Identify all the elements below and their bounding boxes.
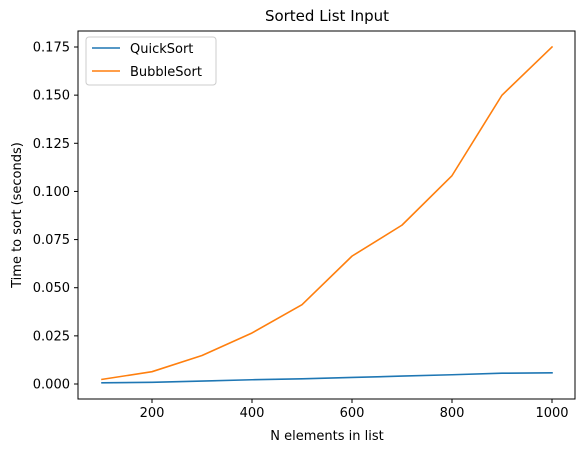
x-tick-label: 200 (140, 406, 165, 421)
y-axis-ticks: 0.000 0.025 0.050 0.075 0.100 0.125 0.150 0.175 (33, 41, 78, 393)
x-tick-label: 600 (340, 406, 365, 421)
y-tick-label: 0.175 (33, 41, 70, 56)
y-tick-label: 0.050 (33, 281, 70, 296)
y-tick-label: 0.125 (33, 137, 70, 152)
series-line-quicksort (101, 372, 553, 384)
x-tick-label: 800 (440, 406, 465, 421)
legend: QuickSort BubbleSort (85, 36, 217, 86)
x-axis-ticks: 200 400 600 800 1000 (140, 399, 569, 421)
x-tick-label: 400 (240, 406, 265, 421)
y-axis-label: Time to sort (seconds) (10, 142, 25, 289)
plot-frame (77, 30, 576, 400)
series-lines (101, 45, 554, 384)
legend-box (85, 36, 217, 86)
y-tick-label: 0.150 (33, 89, 70, 104)
y-tick-label: 0.025 (33, 329, 70, 344)
series-line-bubblesort (101, 45, 554, 381)
y-tick-label: 0.000 (33, 378, 70, 393)
y-tick-label: 0.100 (33, 185, 70, 200)
y-tick-label: 0.075 (33, 233, 70, 248)
legend-label-bubblesort: BubbleSort (130, 65, 202, 80)
x-tick-label: 1000 (535, 406, 568, 421)
plot-area (77, 30, 576, 400)
chart-title: Sorted List Input (265, 7, 389, 25)
legend-label-quicksort: QuickSort (130, 42, 193, 57)
x-axis-label: N elements in list (270, 429, 383, 444)
